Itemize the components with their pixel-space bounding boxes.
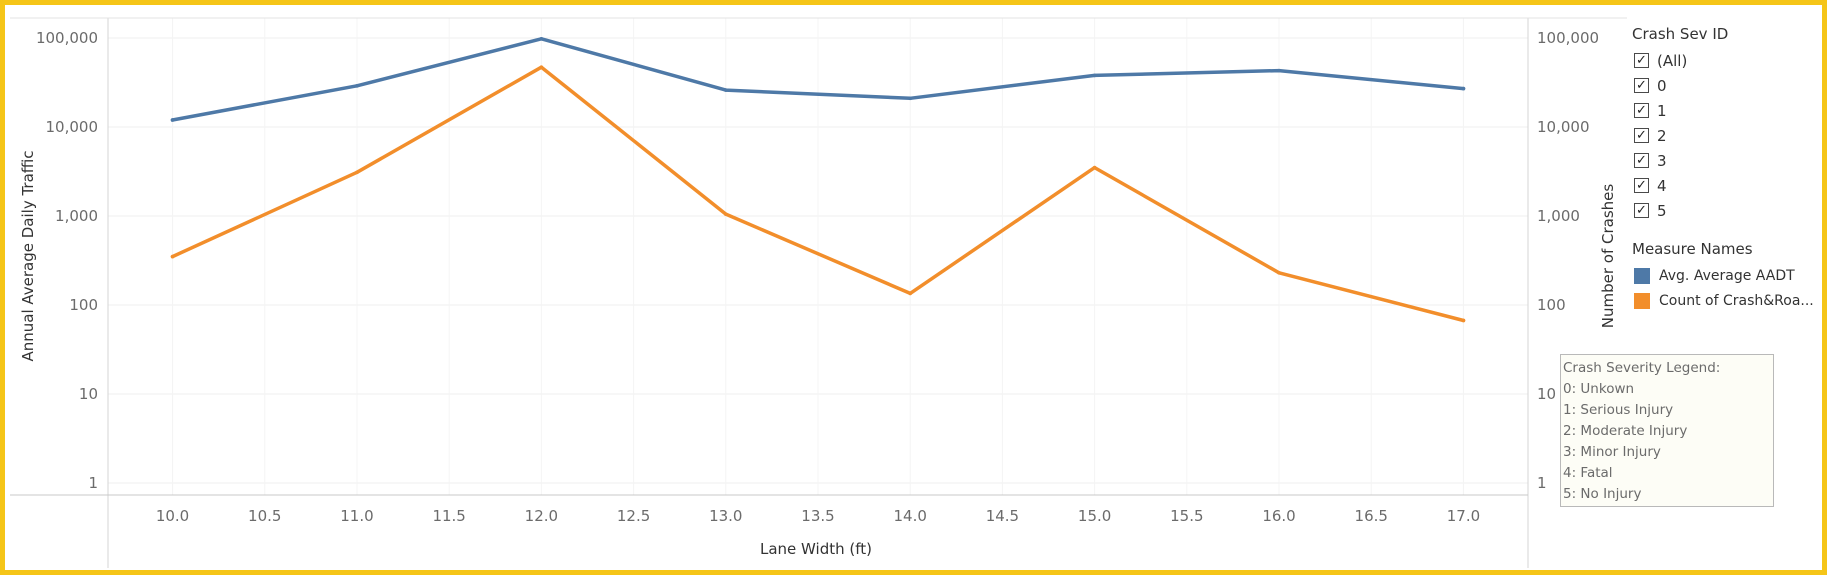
data-point-aadt [1277, 68, 1281, 73]
data-point-crash-count [1277, 271, 1281, 275]
y-tick-label-right: 100 [1537, 296, 1566, 314]
x-axis-title: Lane Width (ft) [760, 540, 872, 558]
filter-option[interactable]: ✓ 2 [1628, 123, 1823, 148]
legend-title: Measure Names [1632, 240, 1753, 258]
series-line-aadt [170, 37, 1466, 122]
y-tick-label-left: 1,000 [55, 207, 98, 225]
x-tick-label: 12.0 [525, 507, 558, 525]
data-point-aadt [355, 84, 359, 88]
severity-note-line: 4: Fatal [1563, 465, 1613, 481]
checkbox-checked-icon[interactable]: ✓ [1634, 78, 1649, 93]
checkbox-checked-icon[interactable]: ✓ [1634, 103, 1649, 118]
y-tick-label-right: 100,000 [1537, 29, 1599, 47]
measure-legend: Avg. Average AADT Count of Crash&Roa... [1628, 263, 1823, 313]
y-axis-title-left: Annual Average Daily Traffic [19, 150, 37, 361]
filter-option-label: 5 [1657, 201, 1667, 220]
severity-note-line: 0: Unkown [1563, 381, 1635, 397]
x-tick-label: 14.0 [894, 507, 927, 525]
y-axis-title-right: Number of Crashes [1599, 184, 1617, 329]
y-tick-label-left: 10,000 [46, 118, 99, 136]
chart-series [170, 36, 1466, 323]
filter-option[interactable]: ✓ 3 [1628, 148, 1823, 173]
data-point-crash-count [908, 291, 913, 296]
data-point-crash-count [355, 170, 359, 175]
data-point-crash-count [723, 212, 728, 216]
severity-note-line: 1: Serious Injury [1563, 402, 1674, 418]
legend-item[interactable]: Count of Crash&Roa... [1628, 288, 1823, 313]
filter-option[interactable]: ✓ 5 [1628, 198, 1823, 223]
y-tick-label-right: 1 [1537, 474, 1547, 492]
x-tick-label: 10.5 [248, 507, 281, 525]
data-point-aadt [170, 118, 175, 122]
filter-title: Crash Sev ID [1632, 25, 1729, 43]
x-tick-label: 11.5 [432, 507, 465, 525]
severity-note-line: Crash Severity Legend: [1563, 360, 1721, 376]
x-tick-label: 16.5 [1355, 507, 1388, 525]
y-tick-label-right: 1,000 [1537, 207, 1580, 225]
y-tick-label-left: 100 [69, 296, 98, 314]
legend-label: Count of Crash&Roa... [1659, 292, 1814, 309]
legend-label: Avg. Average AADT [1659, 267, 1795, 284]
legend-swatch [1634, 292, 1650, 309]
filter-option[interactable]: ✓ (All) [1628, 48, 1823, 73]
data-point-aadt [1461, 86, 1466, 91]
crash-sev-filter: ✓ (All) ✓ 0 ✓ 1 ✓ 2 ✓ 3 ✓ 4 ✓ 5 [1628, 48, 1823, 223]
data-point-aadt [908, 96, 913, 101]
data-point-aadt [723, 88, 728, 92]
x-tick-label: 12.5 [617, 507, 650, 525]
severity-note-line: 2: Moderate Injury [1563, 423, 1688, 439]
severity-note-line: 3: Minor Injury [1563, 444, 1661, 460]
y-tick-label-right: 10 [1537, 385, 1556, 403]
chart-tick-labels: 1 1 10 10 100 100 1,000 1,000 10,000 10,000 100,00… [36, 29, 1599, 525]
side-panel: Crash Sev ID ✓ (All) ✓ 0 ✓ 1 ✓ 2 ✓ 3 ✓ 4 ✓ 5 Measure … [1628, 24, 1823, 313]
chart-gridlines [108, 18, 1528, 495]
y-tick-label-left: 100,000 [36, 29, 98, 47]
x-tick-label: 15.0 [1078, 507, 1111, 525]
filter-option-label: 0 [1657, 76, 1667, 95]
severity-note-line: 5: No Injury [1563, 486, 1642, 502]
x-tick-label: 15.5 [1170, 507, 1203, 525]
legend-swatch [1634, 267, 1650, 284]
filter-option[interactable]: ✓ 4 [1628, 173, 1823, 198]
y-tick-label-left: 1 [88, 474, 98, 492]
series-line-crash-count [170, 65, 1466, 323]
data-point-crash-count [1092, 165, 1097, 170]
filter-option[interactable]: ✓ 0 [1628, 73, 1823, 98]
filter-option-label: 2 [1657, 126, 1667, 145]
data-point-crash-count [1461, 318, 1466, 323]
y-tick-label-right: 10,000 [1537, 118, 1590, 136]
y-tick-label-left: 10 [79, 385, 98, 403]
checkbox-checked-icon[interactable]: ✓ [1634, 178, 1649, 193]
x-tick-label: 17.0 [1447, 507, 1480, 525]
severity-note-box: Crash Severity Legend: 0: Unkown 1: Seriou… [1560, 354, 1774, 507]
data-point-aadt [1092, 73, 1097, 78]
x-tick-label: 11.0 [340, 507, 373, 525]
checkbox-checked-icon[interactable]: ✓ [1634, 53, 1649, 68]
checkbox-checked-icon[interactable]: ✓ [1634, 153, 1649, 168]
x-tick-label: 10.0 [156, 507, 189, 525]
filter-option-label: 1 [1657, 101, 1667, 120]
chart-axes [10, 17, 1627, 568]
data-point-crash-count [539, 65, 544, 69]
filter-option-label: 3 [1657, 151, 1667, 170]
checkbox-checked-icon[interactable]: ✓ [1634, 128, 1649, 143]
filter-option[interactable]: ✓ 1 [1628, 98, 1823, 123]
x-tick-label: 14.5 [986, 507, 1019, 525]
legend-item[interactable]: Avg. Average AADT [1628, 263, 1823, 288]
data-point-crash-count [170, 254, 175, 259]
filter-option-label: 4 [1657, 176, 1667, 195]
x-tick-label: 13.5 [801, 507, 834, 525]
x-tick-label: 13.0 [709, 507, 742, 525]
checkbox-checked-icon[interactable]: ✓ [1634, 203, 1649, 218]
filter-option-label: (All) [1657, 51, 1688, 70]
x-tick-label: 16.0 [1262, 507, 1295, 525]
data-point-aadt [539, 36, 544, 41]
